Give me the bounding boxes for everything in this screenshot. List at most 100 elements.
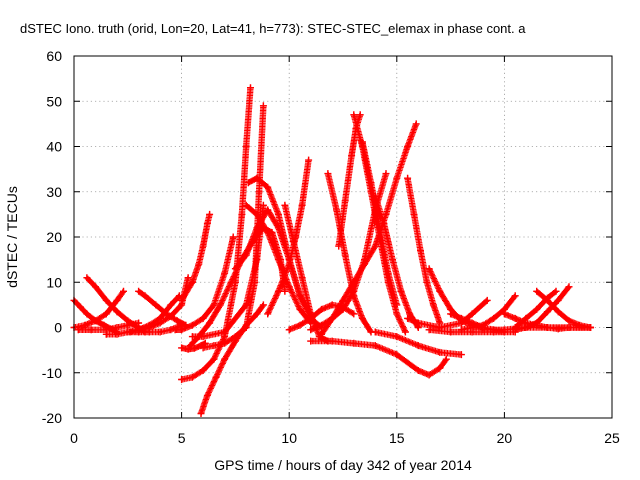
data-point (307, 314, 315, 322)
data-point (124, 321, 132, 329)
data-point (253, 310, 261, 318)
data-point (447, 310, 455, 318)
data-point (552, 287, 560, 295)
data-point (358, 138, 366, 146)
data-point (307, 326, 315, 334)
series-29 (404, 174, 444, 327)
data-series (70, 84, 594, 417)
x-tick-label: 25 (604, 430, 620, 446)
y-axis-label: dSTEC / TECUs (4, 186, 20, 288)
data-point (404, 314, 412, 322)
data-point (318, 330, 325, 338)
data-point (384, 269, 392, 277)
data-point (328, 314, 336, 322)
data-point (178, 376, 186, 383)
y-tick-label: 50 (46, 93, 62, 109)
data-point (188, 278, 196, 286)
data-point (113, 324, 121, 331)
data-point (290, 238, 297, 245)
data-point (255, 188, 263, 196)
data-point (414, 342, 422, 350)
data-point (167, 301, 175, 309)
data-point (178, 296, 186, 304)
data-point (259, 301, 267, 309)
data-point (188, 333, 196, 341)
data-point (231, 333, 239, 341)
data-point (565, 324, 573, 331)
data-point (100, 321, 108, 329)
data-point (318, 321, 325, 329)
data-point (231, 265, 239, 273)
data-point (442, 355, 450, 363)
data-point (92, 283, 99, 291)
data-point (500, 310, 508, 318)
data-point (479, 326, 487, 334)
data-point (511, 292, 519, 300)
data-point (406, 310, 414, 318)
data-point (328, 301, 336, 309)
data-point (253, 174, 261, 182)
data-point (436, 348, 444, 356)
x-tick-label: 5 (178, 430, 186, 446)
x-tick-label: 0 (70, 430, 78, 446)
data-point (242, 143, 250, 150)
data-point (92, 317, 99, 325)
data-point (199, 344, 207, 352)
data-point (87, 326, 95, 334)
data-point (178, 326, 186, 334)
chart-title: dSTEC Iono. truth (orid, Lon=20, Lat=41,… (20, 21, 526, 36)
data-point (436, 364, 444, 372)
data-point (253, 224, 261, 232)
data-point (341, 197, 349, 205)
data-point (251, 278, 259, 286)
data-point (533, 287, 541, 295)
data-point (113, 330, 121, 338)
x-tick-label: 15 (389, 430, 405, 446)
data-point (425, 326, 433, 334)
series-7 (126, 321, 186, 336)
y-tick-label: 0 (54, 320, 62, 336)
series-17 (242, 201, 315, 327)
data-point (335, 242, 343, 250)
data-point (145, 328, 153, 336)
data-point (554, 308, 562, 316)
series-36 (457, 292, 519, 334)
data-point (490, 314, 498, 322)
data-point (371, 342, 379, 350)
data-point (274, 256, 282, 264)
data-point (259, 102, 267, 110)
data-point (206, 210, 214, 218)
y-tick-label: 40 (46, 139, 62, 155)
data-point (393, 351, 401, 359)
data-point (264, 183, 272, 191)
data-point (285, 260, 293, 268)
data-point (195, 333, 203, 341)
data-point (186, 342, 194, 350)
data-point (417, 247, 424, 255)
data-point (382, 170, 390, 178)
data-point (361, 260, 368, 268)
data-point (221, 339, 229, 347)
data-point (274, 210, 282, 218)
data-point (350, 292, 358, 300)
data-point (227, 278, 235, 286)
data-point (401, 328, 409, 336)
series-30 (307, 337, 450, 379)
data-point (371, 328, 379, 336)
data-point (436, 287, 444, 295)
data-point (141, 292, 149, 300)
data-point (328, 337, 336, 345)
data-point (511, 314, 519, 322)
data-point (296, 321, 304, 329)
data-point (206, 319, 214, 327)
data-point (264, 206, 272, 214)
data-point (397, 287, 405, 295)
series-3 (74, 319, 143, 334)
data-point (120, 287, 127, 295)
data-point (468, 310, 476, 318)
data-point (199, 314, 207, 322)
series-9 (178, 210, 214, 304)
data-point (382, 210, 390, 218)
data-point (171, 326, 179, 334)
x-axis-label: GPS time / hours of day 342 of year 2014 (214, 457, 472, 473)
